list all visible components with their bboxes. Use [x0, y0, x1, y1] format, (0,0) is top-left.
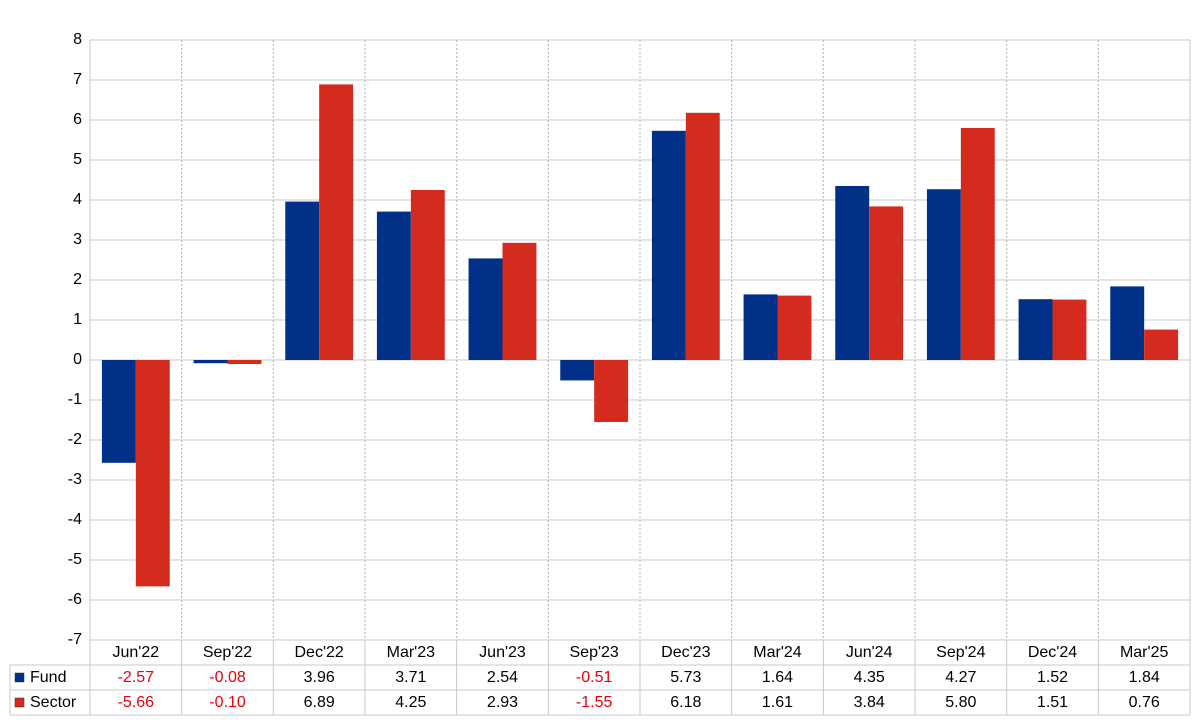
x-tick-label: Sep'22: [203, 644, 252, 661]
y-tick-label: -3: [68, 471, 82, 488]
table-value: -1.55: [576, 694, 613, 711]
bar: [869, 206, 904, 360]
table-value: 1.84: [1129, 669, 1160, 686]
bar: [1052, 299, 1087, 360]
y-tick-label: 8: [73, 31, 82, 48]
y-tick-label: 4: [73, 191, 82, 208]
bar: [135, 360, 170, 587]
y-tick-label: 1: [73, 311, 82, 328]
bar: [285, 201, 320, 360]
bar: [777, 295, 812, 360]
bar: [560, 360, 595, 381]
y-tick-label: -2: [68, 431, 82, 448]
bar: [193, 360, 228, 364]
table-value: 4.25: [395, 694, 426, 711]
table-value: 3.84: [854, 694, 885, 711]
table-value: 5.80: [945, 694, 976, 711]
table-value: 6.18: [670, 694, 701, 711]
table-value: 3.96: [304, 669, 335, 686]
bar: [743, 294, 778, 360]
y-tick-label: 2: [73, 271, 82, 288]
table-value: -0.10: [209, 694, 246, 711]
x-tick-label: Dec'22: [295, 644, 344, 661]
legend-label: Sector: [30, 694, 77, 711]
legend-swatch: [14, 672, 25, 683]
y-tick-label: -5: [68, 551, 82, 568]
bar: [227, 360, 262, 364]
y-tick-label: 5: [73, 151, 82, 168]
y-tick-label: 6: [73, 111, 82, 128]
y-tick-label: -7: [68, 631, 82, 648]
table-value: -5.66: [118, 694, 155, 711]
y-tick-label: -6: [68, 591, 82, 608]
x-tick-label: Dec'23: [661, 644, 710, 661]
legend-label: Fund: [30, 669, 66, 686]
x-tick-label: Mar'25: [1120, 644, 1169, 661]
bar: [685, 112, 720, 360]
table-value: 5.73: [670, 669, 701, 686]
bar: [468, 258, 503, 360]
bar: [960, 128, 995, 360]
y-tick-label: -4: [68, 511, 82, 528]
bar: [594, 360, 629, 422]
table-value: 3.71: [395, 669, 426, 686]
table-value: -2.57: [118, 669, 155, 686]
bar: [835, 186, 870, 360]
bar: [502, 242, 537, 360]
x-tick-label: Jun'24: [846, 644, 893, 661]
table-value: 1.51: [1037, 694, 1068, 711]
y-tick-label: -1: [68, 391, 82, 408]
table-value: 2.93: [487, 694, 518, 711]
table-value: 2.54: [487, 669, 518, 686]
table-value: 1.52: [1037, 669, 1068, 686]
table-value: -0.51: [576, 669, 613, 686]
bar: [410, 190, 445, 360]
x-tick-label: Jun'22: [113, 644, 160, 661]
x-tick-label: Sep'24: [936, 644, 985, 661]
bar: [1144, 329, 1179, 360]
bar: [319, 84, 354, 361]
x-tick-label: Sep'23: [570, 644, 619, 661]
table-value: 0.76: [1129, 694, 1160, 711]
bar: [1110, 286, 1145, 360]
y-tick-label: 7: [73, 71, 82, 88]
x-tick-label: Dec'24: [1028, 644, 1077, 661]
x-tick-label: Mar'24: [753, 644, 802, 661]
y-tick-label: 3: [73, 231, 82, 248]
legend-swatch: [14, 697, 25, 708]
bar: [101, 360, 136, 463]
x-tick-label: Jun'23: [479, 644, 526, 661]
bar: [926, 189, 961, 360]
table-value: 4.35: [854, 669, 885, 686]
table-value: 1.64: [762, 669, 793, 686]
x-tick-label: Mar'23: [387, 644, 436, 661]
bar: [1018, 299, 1053, 360]
y-tick-label: 0: [73, 351, 82, 368]
table-value: 6.89: [304, 694, 335, 711]
bar: [651, 130, 686, 360]
bar: [376, 211, 411, 360]
table-value: 4.27: [945, 669, 976, 686]
table-value: -0.08: [209, 669, 246, 686]
table-value: 1.61: [762, 694, 793, 711]
